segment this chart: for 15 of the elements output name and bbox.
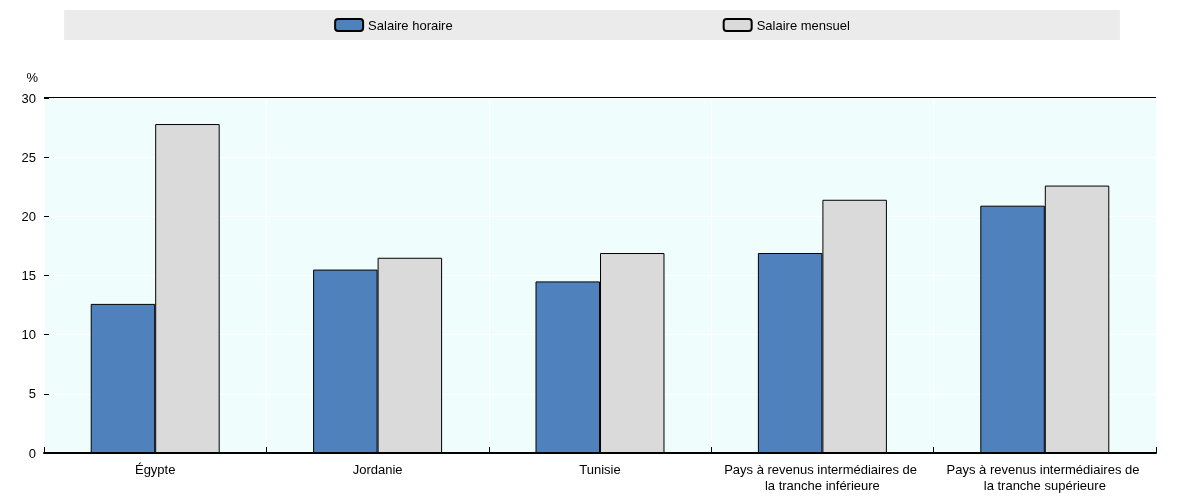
y-tick-label: 5 — [28, 386, 36, 402]
y-tick-label: 20 — [21, 208, 36, 224]
y-tick-label: 25 — [21, 149, 36, 165]
legend-label: Salaire horaire — [368, 17, 453, 33]
y-axis-title: % — [26, 70, 39, 85]
x-tick-label: Tunisie — [579, 461, 621, 477]
x-tick-label: Égypte — [134, 461, 176, 477]
x-tick-label: Jordanie — [352, 461, 403, 477]
x-tick-label: Pays à revenus intermédiaires de la tranche inférieure — [724, 461, 921, 493]
legend-label: Salaire mensuel — [756, 17, 850, 33]
y-tick-label: 15 — [21, 268, 36, 283]
y-tick-label: 0 — [28, 445, 36, 461]
x-tick-label: Pays à revenus intermédiaires de la tranche supérieure — [946, 461, 1144, 493]
y-tick-label: 30 — [21, 90, 36, 106]
y-tick-label: 10 — [21, 327, 36, 343]
